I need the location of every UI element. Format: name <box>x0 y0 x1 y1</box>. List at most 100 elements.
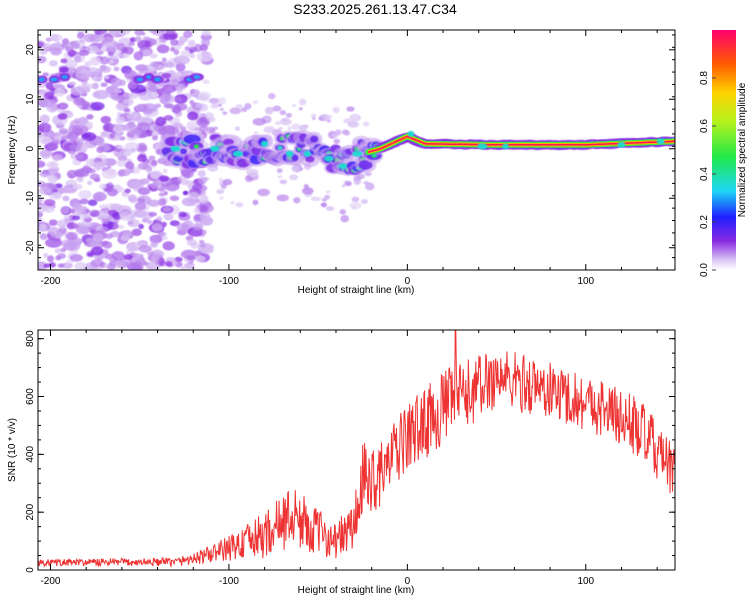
heatmap-cell <box>163 102 174 109</box>
heatmap-cell <box>149 234 163 244</box>
heatmap-cell <box>59 66 69 73</box>
heatmap-cell <box>138 67 150 74</box>
heatmap-cell <box>76 138 85 146</box>
heatmap-cell <box>96 267 103 270</box>
heatmap-cell <box>106 45 117 54</box>
heatmap-cell <box>158 231 167 237</box>
heatmap-cell <box>158 192 166 197</box>
heatmap-cell <box>197 176 207 185</box>
heatmap-cell <box>199 239 205 244</box>
snr-panel: -200 -100 0 100 0 200 400 600 800 Height of stra… <box>7 329 676 596</box>
heatmap-cell <box>149 170 163 179</box>
heatmap-cell <box>45 237 63 248</box>
spec-ytick-label: -20 <box>25 240 36 255</box>
heatmap-cell <box>291 165 302 173</box>
spec-xtick-label: -100 <box>219 276 239 287</box>
heatmap-cell <box>39 233 48 240</box>
heatmap-cell <box>101 169 118 180</box>
heatmap-cell <box>113 66 120 72</box>
spec-ytick-label: 20 <box>25 44 36 56</box>
heatmap-cell <box>89 56 102 66</box>
heatmap-cell <box>339 163 347 170</box>
heatmap-cell <box>129 197 138 204</box>
heatmap-cell <box>246 168 259 177</box>
heatmap-cell <box>324 155 334 162</box>
colorbar-tick-label: 0.4 <box>699 167 710 181</box>
heatmap-cell <box>134 30 144 36</box>
heatmap-cell <box>73 97 86 106</box>
heatmap-cell <box>159 94 175 104</box>
heatmap-cell <box>57 113 68 120</box>
heatmap-cell <box>287 126 292 131</box>
heatmap-cell <box>66 169 78 179</box>
heatmap-cell <box>136 104 149 112</box>
heatmap-cell <box>371 153 378 158</box>
heatmap-cell <box>193 207 200 214</box>
heatmap-cell <box>180 148 187 155</box>
heatmap-cell <box>199 172 206 177</box>
heatmap-cell <box>339 209 347 215</box>
heatmap-cell <box>325 114 333 120</box>
heatmap-cell <box>96 146 105 154</box>
heatmap-cell <box>141 125 149 132</box>
heatmap-cell <box>66 131 79 142</box>
heatmap-cell <box>128 41 135 47</box>
heatmap-cell <box>87 180 93 186</box>
heatmap-cell <box>305 156 315 163</box>
heatmap-cell <box>291 123 301 131</box>
spectrogram-ylabel: Frequency (Hz) <box>7 116 18 185</box>
heatmap-cell <box>303 124 309 128</box>
heatmap-cell <box>158 175 170 182</box>
heatmap-cell <box>100 131 108 138</box>
heatmap-cell <box>104 74 110 80</box>
heatmap-cell <box>171 105 181 114</box>
heatmap-cell <box>117 224 125 230</box>
heatmap-cell <box>68 208 76 214</box>
heatmap-cell <box>85 237 96 245</box>
heatmap-cell <box>87 199 98 206</box>
heatmap-cell <box>291 154 299 162</box>
colorbar-tick-label: 0.2 <box>699 215 710 229</box>
heatmap-cell <box>43 91 55 100</box>
heatmap-cell <box>107 209 119 217</box>
heatmap-cell <box>232 150 243 157</box>
heatmap-cell <box>142 49 151 55</box>
heatmap-cell <box>346 106 355 112</box>
heatmap-cell <box>222 178 233 186</box>
spec-xtick-label: 0 <box>405 276 411 287</box>
heatmap-cell <box>196 117 210 128</box>
heatmap-cell <box>64 59 78 69</box>
heatmap-cell <box>52 156 59 162</box>
heatmap-cell <box>101 218 109 225</box>
heatmap-cell <box>90 259 104 268</box>
heatmap-cell <box>301 187 314 195</box>
heatmap-cell <box>118 168 131 177</box>
heatmap-cell <box>220 184 227 190</box>
heatmap-cell <box>54 193 61 199</box>
heatmap-cell <box>115 102 127 109</box>
heatmap-cell <box>298 107 303 111</box>
heatmap-cell <box>70 153 77 160</box>
heatmap-cell <box>276 194 289 202</box>
heatmap-cell <box>74 261 87 270</box>
heatmap-cell <box>93 161 106 170</box>
heatmap-cell <box>45 37 52 42</box>
heatmap-cell <box>148 30 156 34</box>
heatmap-cell <box>196 51 213 62</box>
heatmap-cell <box>45 81 54 90</box>
heatmap-cell <box>43 263 51 268</box>
heatmap-cell <box>219 196 224 200</box>
heatmap-cell <box>123 254 133 261</box>
heatmap-cell <box>100 82 108 88</box>
heatmap-cell <box>264 106 274 115</box>
heatmap-cell <box>261 140 269 147</box>
heatmap-cell <box>617 141 626 148</box>
heatmap-cell <box>199 212 211 222</box>
heatmap-cell <box>200 245 214 255</box>
heatmap-cell <box>230 201 235 205</box>
heatmap-cell <box>136 77 144 82</box>
heatmap-cell <box>288 174 299 181</box>
heatmap-cell <box>180 178 189 186</box>
heatmap-cell <box>58 128 69 135</box>
heatmap-cell <box>86 114 94 120</box>
